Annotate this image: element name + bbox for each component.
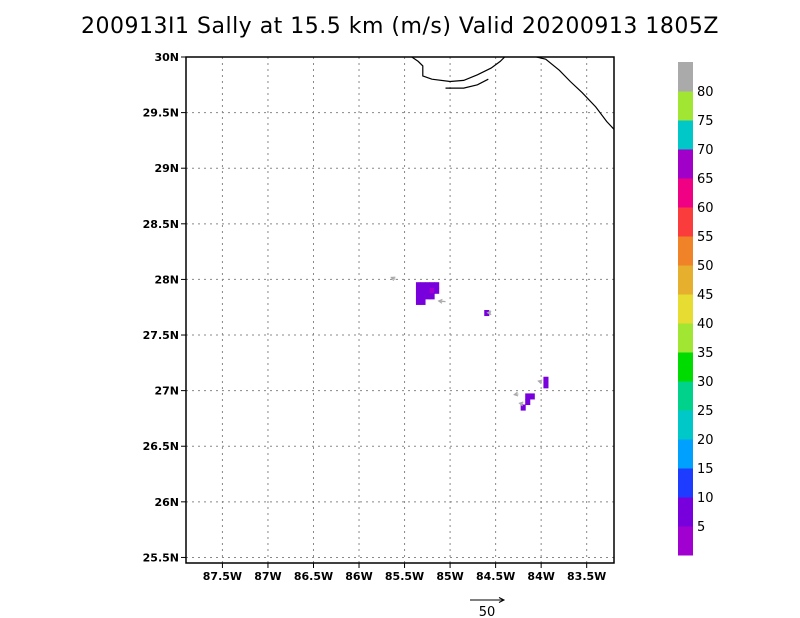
reference-vector-label: 50 — [479, 605, 496, 618]
axis-ticks: 30N 29.5N 29N 28.5N 28N 27.5N 27N 26.5N 26N 25.5N… — [143, 51, 607, 583]
wind-cell — [415, 287, 421, 294]
colorbar-label: 50 — [697, 259, 714, 274]
colorbar-label: 55 — [697, 230, 714, 245]
wind-cell — [429, 287, 435, 294]
lon-tick-label: 84.5W — [476, 570, 515, 583]
wind-cell — [415, 293, 421, 300]
colorbar-label: 70 — [697, 143, 714, 158]
colorbar-segment — [678, 323, 693, 353]
wind-cell — [420, 293, 426, 300]
coastline — [411, 57, 614, 130]
colorbar-segment — [678, 149, 693, 179]
colorbar-segment — [678, 381, 693, 411]
colorbar-segment — [678, 207, 693, 237]
colorbar-segment — [678, 178, 693, 208]
lat-tick-label: 28N — [154, 273, 179, 286]
lat-tick-label: 29N — [154, 162, 179, 175]
wind-vector-head — [513, 391, 519, 397]
wind-cell — [429, 282, 435, 289]
colorbar-segment — [678, 62, 693, 92]
wind-cell — [429, 293, 435, 300]
wind-cell — [434, 282, 440, 289]
wind-cell — [420, 282, 426, 289]
colorbar: 5 10 15 20 25 30 35 40 45 50 55 60 65 70 75 80 — [678, 62, 714, 556]
grid-lines — [186, 56, 614, 563]
colorbar-label: 10 — [697, 491, 714, 506]
colorbar-label: 80 — [697, 85, 714, 100]
colorbar-segment — [678, 294, 693, 324]
colorbar-segment — [678, 439, 693, 469]
wind-vector-head — [518, 401, 524, 407]
wind-cell — [543, 376, 549, 383]
lon-tick-label: 86W — [345, 570, 372, 583]
colorbar-label: 25 — [697, 404, 714, 419]
colorbar-label: 30 — [697, 375, 714, 390]
lat-tick-label: 27.5N — [143, 329, 179, 342]
plot-frame — [185, 56, 615, 564]
colorbar-segment — [678, 265, 693, 295]
chart-title: 200913I1 Sally at 15.5 km (m/s) Valid 20… — [81, 14, 719, 39]
lon-tick-label: 83.5W — [567, 570, 606, 583]
wind-cell — [543, 382, 549, 389]
colorbar-segment — [678, 497, 693, 527]
colorbar-segment — [678, 352, 693, 382]
lon-tick-label: 84W — [527, 570, 554, 583]
colorbar-label: 40 — [697, 317, 714, 332]
colorbar-label: 35 — [697, 346, 714, 361]
lat-tick-label: 27N — [154, 385, 179, 398]
colorbar-segment — [678, 236, 693, 266]
coastline-island — [445, 78, 489, 89]
colorbar-label: 75 — [697, 114, 714, 129]
wind-speed-shading — [415, 282, 549, 411]
wind-cell — [425, 293, 431, 300]
lon-tick-label: 86.5W — [294, 570, 333, 583]
wind-cell — [420, 287, 426, 294]
colorbar-segment — [678, 468, 693, 498]
lat-tick-label: 28.5N — [143, 218, 179, 231]
colorbar-label: 20 — [697, 433, 714, 448]
lat-tick-label: 25.5N — [143, 551, 179, 564]
lat-tick-label: 29.5N — [143, 107, 179, 120]
wind-cell — [415, 298, 421, 305]
colorbar-segment — [678, 91, 693, 121]
lon-tick-label: 85.5W — [385, 570, 424, 583]
lon-tick-label: 87W — [254, 570, 281, 583]
wind-cell — [425, 282, 431, 289]
wind-vector-head — [537, 379, 543, 385]
colorbar-label: 60 — [697, 201, 714, 216]
colorbar-label: 5 — [697, 520, 705, 535]
wind-cell — [434, 287, 440, 294]
colorbar-segment — [678, 526, 693, 556]
wind-cell — [484, 310, 490, 317]
coastline-segment — [536, 57, 614, 130]
wind-cell — [425, 287, 431, 294]
lat-tick-label: 26.5N — [143, 440, 179, 453]
lat-tick-label: 30N — [154, 51, 179, 64]
reference-arrow-head — [498, 597, 506, 603]
wind-cell — [525, 393, 531, 400]
lon-tick-label: 87.5W — [203, 570, 242, 583]
wind-vector-head — [390, 276, 396, 282]
wind-cell — [520, 404, 526, 411]
wind-cell — [529, 393, 535, 400]
colorbar-label: 65 — [697, 172, 714, 187]
colorbar-label: 45 — [697, 288, 714, 303]
reference-vector: 50 — [470, 597, 506, 618]
wind-cell — [420, 298, 426, 305]
colorbar-segment — [678, 410, 693, 440]
wind-vector-head — [437, 298, 443, 304]
wind-vector-head — [486, 310, 492, 316]
lon-tick-label: 85W — [436, 570, 463, 583]
colorbar-label: 15 — [697, 462, 714, 477]
wind-cell — [525, 398, 531, 406]
wind-vectors — [390, 276, 543, 407]
coastline-segment — [411, 57, 506, 83]
lat-tick-label: 26N — [154, 496, 179, 509]
colorbar-segment — [678, 120, 693, 150]
wind-cell — [415, 282, 421, 289]
